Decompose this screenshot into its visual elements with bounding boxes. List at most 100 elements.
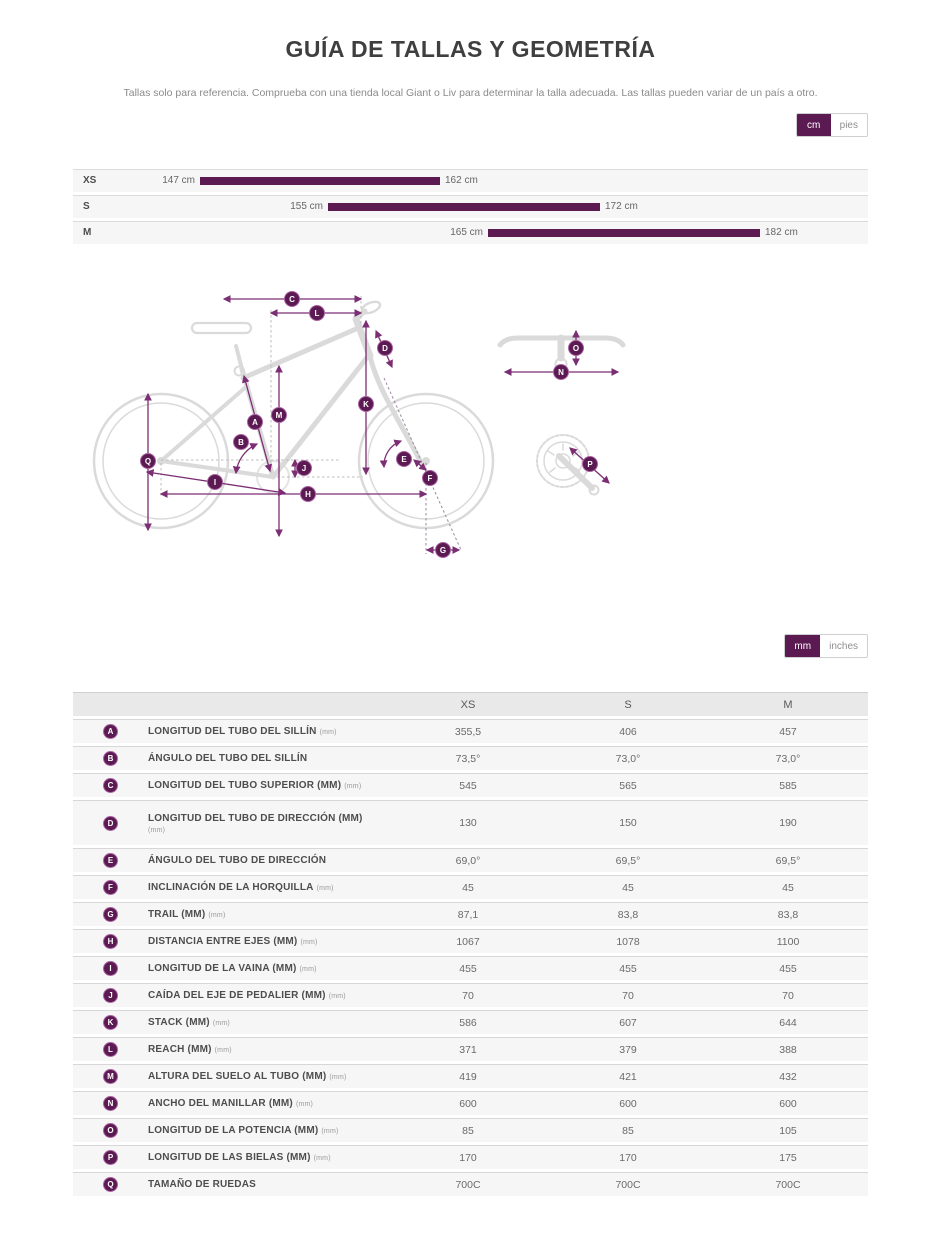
measurement-unit: (mm) — [344, 783, 362, 790]
page-title: GUÍA DE TALLAS Y GEOMETRÍA — [285, 36, 656, 62]
diagram-badge-P — [582, 456, 598, 472]
height-range-row-S: S 155 cm 172 cm — [73, 195, 868, 218]
table-row-I: I LONGITUD DE LA VAINA (MM) (mm) 455 455 455 — [73, 956, 868, 980]
diagram-badge-F — [422, 470, 438, 486]
diagram-badge-D — [377, 340, 393, 356]
table-row-N: N ANCHO DEL MANILLAR (MM) (mm) 600 600 600 — [73, 1091, 868, 1115]
value-N-M: 600 — [779, 1097, 797, 1110]
value-A-S: 406 — [619, 725, 637, 738]
value-D-M: 190 — [779, 817, 797, 829]
value-O-S: 85 — [622, 1124, 634, 1137]
bike-geometry-diagram: A B C D E F G H I J K L M N O P Q — [92, 291, 626, 558]
table-row-K: K STACK (MM) (mm) 586 607 644 — [73, 1010, 868, 1034]
measurement-unit: (mm) — [313, 1155, 331, 1162]
diagram-badge-letter: Q — [145, 457, 151, 466]
diagram-badge-G — [435, 542, 451, 558]
diagram-badge-C — [284, 291, 300, 307]
value-P-S: 170 — [619, 1151, 637, 1164]
measurement-unit: (mm) — [329, 1074, 347, 1081]
table-row-A: A LONGITUD DEL TUBO DEL SILLÍN (mm) 355,5 40… — [73, 719, 868, 743]
height-unit-pies-button[interactable]: pies — [830, 114, 867, 136]
geometry-unit-inches-button[interactable]: inches — [820, 635, 867, 657]
measurement-label: ÁNGULO DEL TUBO DE DIRECCIÓN — [148, 855, 327, 866]
measurement-unit: (mm) — [299, 966, 317, 973]
table-row-D: D LONGITUD DEL TUBO DE DIRECCIÓN (MM) (mm)… — [73, 800, 868, 845]
value-G-M: 83,8 — [777, 908, 799, 921]
row-letter-badge: J — [103, 988, 118, 1003]
measurement-unit: (mm) — [214, 1047, 232, 1054]
diagram-badge-letter: B — [238, 438, 244, 447]
diagram-badge-letter: G — [440, 546, 446, 555]
value-H-S: 1078 — [616, 935, 640, 948]
row-letter-badge: N — [103, 1096, 118, 1111]
measurement-label: ALTURA DEL SUELO AL TUBO (MM) (mm) — [148, 1071, 347, 1082]
value-J-S: 70 — [622, 989, 634, 1002]
value-F-XS: 45 — [462, 881, 474, 894]
value-I-XS: 455 — [459, 962, 477, 975]
diagram-badge-letter: D — [382, 344, 388, 353]
max-height-label: 162 cm — [445, 175, 478, 186]
page-subtitle: Tallas solo para referencia. Comprueba c… — [123, 87, 818, 99]
value-L-S: 379 — [619, 1043, 637, 1056]
height-range-row-M: M 165 cm 182 cm — [73, 221, 868, 244]
row-letter-badge: L — [103, 1042, 118, 1057]
measurement-label: STACK (MM) (mm) — [148, 1017, 230, 1028]
geometry-unit-toggle: mm inches — [784, 634, 868, 658]
seatpost — [234, 344, 244, 371]
column-header-XS: XS — [460, 698, 476, 711]
measurement-label: TAMAÑO DE RUEDAS — [148, 1179, 257, 1190]
diagram-badge-M — [271, 407, 287, 423]
measurement-unit: (mm) — [319, 729, 337, 736]
diagram-badge-letter: I — [214, 478, 216, 487]
value-J-M: 70 — [782, 989, 794, 1002]
measure-E-head-angle — [379, 439, 403, 469]
table-row-G: G TRAIL (MM) (mm) 87,1 83,8 83,8 — [73, 902, 868, 926]
measurement-label: LONGITUD DE LA POTENCIA (MM) (mm) — [148, 1125, 339, 1136]
diagram-badge-letter: A — [252, 418, 258, 427]
height-unit-cm-button[interactable]: cm — [796, 114, 831, 136]
table-row-B: B ÁNGULO DEL TUBO DEL SILLÍN 73,5° 73,0° 73,… — [73, 746, 868, 770]
diagram-letter-badges: A B C D E F G H I J K L M N O P Q — [140, 291, 598, 558]
max-height-label: 182 cm — [765, 227, 798, 238]
table-row-P: P LONGITUD DE LAS BIELAS (MM) (mm) 170 170 17… — [73, 1145, 868, 1169]
value-Q-M: 700C — [775, 1178, 801, 1191]
value-L-M: 388 — [779, 1043, 797, 1056]
diagram-badge-B — [233, 434, 249, 450]
diagram-badge-letter: H — [305, 490, 311, 499]
value-C-XS: 545 — [459, 779, 477, 792]
size-guide-page: GUÍA DE TALLAS Y GEOMETRÍA Tallas solo p… — [73, 36, 868, 1196]
table-row-H: H DISTANCIA ENTRE EJES (MM) (mm) 1067 1078 11… — [73, 929, 868, 953]
value-A-M: 457 — [779, 725, 797, 738]
diagram-badge-J — [296, 460, 312, 476]
row-letter-badge: B — [103, 751, 118, 766]
rear-wheel — [92, 392, 230, 530]
row-letter-badge: P — [103, 1150, 118, 1165]
column-header-S: S — [624, 698, 632, 711]
measurement-label: LONGITUD DEL TUBO DEL SILLÍN (mm) — [148, 726, 337, 737]
row-letter-badge: H — [103, 934, 118, 949]
value-E-M: 69,5° — [775, 854, 801, 867]
value-C-S: 565 — [619, 779, 637, 792]
height-range-bar — [328, 203, 600, 211]
diagram-badge-letter: C — [289, 295, 295, 304]
measurement-unit: (mm) — [212, 1020, 230, 1027]
measurement-label: LONGITUD DEL TUBO DE DIRECCIÓN (MM) (mm) — [148, 813, 388, 834]
size-label: XS — [83, 175, 97, 186]
saddle — [190, 321, 253, 335]
head-tube — [352, 315, 374, 360]
value-I-M: 455 — [779, 962, 797, 975]
fork — [367, 353, 426, 470]
value-B-M: 73,0° — [775, 752, 801, 765]
measurement-label: INCLINACIÓN DE LA HORQUILLA (mm) — [148, 882, 334, 893]
value-F-S: 45 — [622, 881, 634, 894]
measurement-label: DISTANCIA ENTRE EJES (MM) (mm) — [148, 936, 318, 947]
min-height-label: 155 cm — [290, 201, 323, 212]
row-letter-badge: M — [103, 1069, 118, 1084]
value-G-S: 83,8 — [617, 908, 639, 921]
geometry-unit-mm-button[interactable]: mm — [785, 635, 821, 657]
diagram-badge-K — [358, 396, 374, 412]
size-label: S — [83, 201, 90, 212]
min-height-label: 165 cm — [450, 227, 483, 238]
rider-height-chart: XS 147 cm 162 cm S 155 cm 172 cm M 165 cm 182 cm — [73, 169, 868, 244]
table-row-J: J CAÍDA DEL EJE DE PEDALIER (MM) (mm) 70 70 7… — [73, 983, 868, 1007]
